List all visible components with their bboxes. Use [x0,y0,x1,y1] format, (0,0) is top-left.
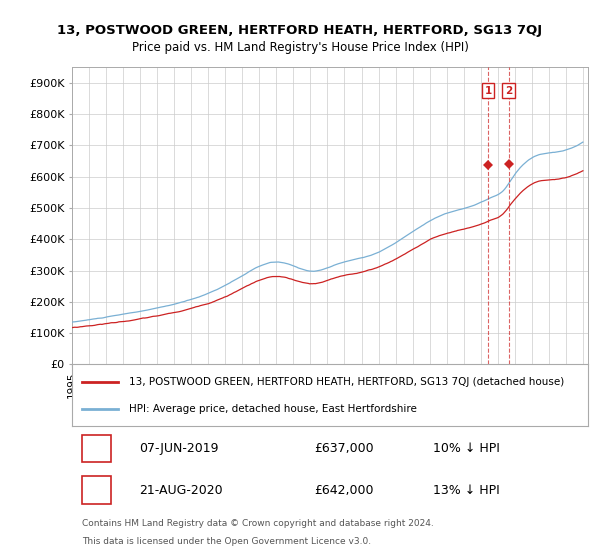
Text: £642,000: £642,000 [314,484,374,497]
FancyBboxPatch shape [82,435,110,463]
Text: 2: 2 [505,86,512,96]
Text: 13% ↓ HPI: 13% ↓ HPI [433,484,500,497]
Text: 1: 1 [485,86,492,96]
Text: 1: 1 [92,442,101,455]
Text: 10% ↓ HPI: 10% ↓ HPI [433,442,500,455]
Text: Contains HM Land Registry data © Crown copyright and database right 2024.: Contains HM Land Registry data © Crown c… [82,519,434,528]
FancyBboxPatch shape [82,477,110,504]
Text: 13, POSTWOOD GREEN, HERTFORD HEATH, HERTFORD, SG13 7QJ (detached house): 13, POSTWOOD GREEN, HERTFORD HEATH, HERT… [129,376,564,386]
Text: 07-JUN-2019: 07-JUN-2019 [139,442,218,455]
Text: 2: 2 [92,484,101,497]
Text: £637,000: £637,000 [314,442,374,455]
Text: HPI: Average price, detached house, East Hertfordshire: HPI: Average price, detached house, East… [129,404,416,414]
Text: This data is licensed under the Open Government Licence v3.0.: This data is licensed under the Open Gov… [82,537,371,546]
Text: 21-AUG-2020: 21-AUG-2020 [139,484,223,497]
Text: 13, POSTWOOD GREEN, HERTFORD HEATH, HERTFORD, SG13 7QJ: 13, POSTWOOD GREEN, HERTFORD HEATH, HERT… [58,24,542,38]
Text: Price paid vs. HM Land Registry's House Price Index (HPI): Price paid vs. HM Land Registry's House … [131,41,469,54]
